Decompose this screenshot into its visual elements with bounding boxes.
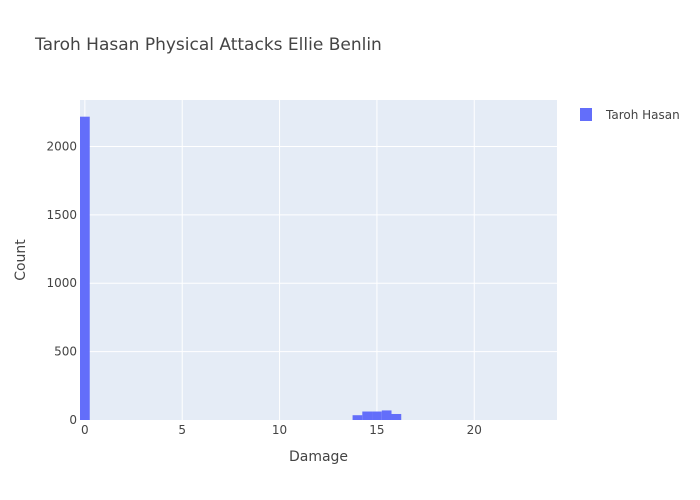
histogram-bar[interactable] [362, 411, 373, 420]
chart-title: Taroh Hasan Physical Attacks Ellie Benli… [34, 35, 382, 55]
y-tick-label: 500 [54, 345, 77, 359]
x-tick-label: 10 [272, 423, 287, 437]
histogram-bar[interactable] [391, 413, 402, 420]
histogram-bar[interactable] [372, 411, 382, 420]
y-axis-ticks: 0 500 1000 1500 2000 [46, 139, 77, 427]
x-axis-title: Damage [289, 449, 348, 465]
y-tick-label: 1500 [46, 208, 77, 222]
y-tick-label: 2000 [46, 139, 77, 153]
legend-label[interactable]: Taroh Hasan [605, 108, 680, 122]
histogram-bar[interactable] [381, 410, 392, 420]
legend[interactable]: Taroh Hasan [580, 108, 680, 122]
y-tick-label: 1000 [46, 276, 77, 290]
x-tick-label: 0 [81, 423, 89, 437]
y-tick-label: 0 [69, 413, 77, 427]
bars [80, 116, 402, 420]
histogram-bar[interactable] [80, 116, 90, 420]
histogram-bar[interactable] [352, 415, 363, 420]
x-axis-ticks: 0 5 10 15 20 [81, 423, 482, 437]
x-tick-label: 5 [178, 423, 186, 437]
legend-swatch[interactable] [580, 108, 592, 121]
x-tick-label: 20 [467, 423, 482, 437]
x-tick-label: 15 [369, 423, 384, 437]
y-axis-title: Count [13, 239, 29, 281]
plot-area [80, 100, 557, 420]
